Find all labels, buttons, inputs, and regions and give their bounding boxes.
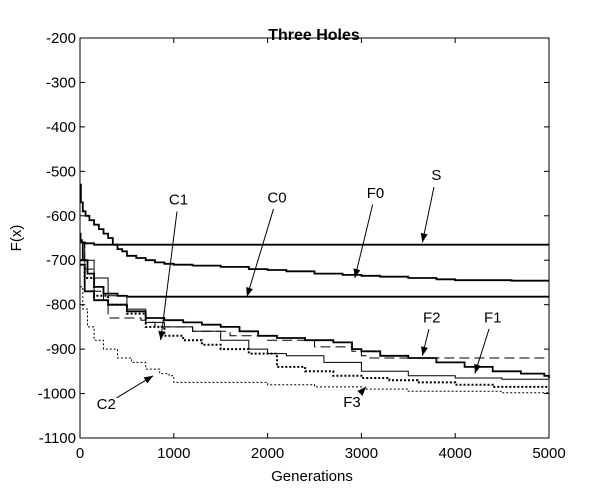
annotation-arrow-c1 bbox=[160, 211, 178, 341]
y-tick-label: -1100 bbox=[39, 430, 76, 447]
x-tick-label: 4000 bbox=[439, 445, 472, 462]
annotation-label-f3: F3 bbox=[343, 394, 361, 411]
annotation-label-c1: C1 bbox=[169, 192, 188, 209]
y-tick-label: -200 bbox=[46, 30, 76, 47]
annotation-label-f0: F0 bbox=[367, 185, 385, 202]
series-line-f3 bbox=[80, 259, 549, 388]
annotation-arrowhead-s bbox=[420, 232, 428, 243]
series-line-c1 bbox=[80, 241, 550, 381]
annotation-arrowhead-f1 bbox=[474, 363, 481, 374]
annotation-label-f2: F2 bbox=[423, 309, 441, 326]
y-tick-label: -700 bbox=[46, 252, 76, 269]
y-tick-label: -300 bbox=[46, 74, 76, 91]
annotation-label-f1: F1 bbox=[484, 309, 502, 326]
annotation-label-c0: C0 bbox=[267, 189, 286, 206]
y-tick-label: -800 bbox=[46, 297, 76, 314]
x-tick-label: 3000 bbox=[345, 445, 378, 462]
annotation-arrowhead-c2 bbox=[143, 375, 154, 384]
y-tick-label: -400 bbox=[46, 119, 76, 136]
annotation-arrow-f0 bbox=[354, 204, 374, 279]
annotation-arrowhead-f2 bbox=[421, 346, 428, 356]
y-tick-label: -500 bbox=[46, 163, 76, 180]
annotation-arrow-s bbox=[421, 186, 435, 243]
x-tick-label: 5000 bbox=[532, 445, 565, 462]
annotation-arrowhead-f0 bbox=[353, 268, 361, 278]
annotation-arrow-c0 bbox=[246, 208, 274, 297]
annotation-arrowhead-f3 bbox=[357, 386, 367, 396]
y-axis-ticks: -200 -300 -400 -500 -600 -700 -800 -900 -1000 -11… bbox=[38, 30, 549, 447]
y-tick-label: -1000 bbox=[38, 386, 76, 403]
x-axis-ticks: 0 1000 2000 3000 4000 5000 bbox=[76, 38, 566, 462]
annotation-label-c2: C2 bbox=[97, 396, 116, 413]
y-tick-label: -900 bbox=[46, 341, 76, 358]
x-tick-label: 0 bbox=[76, 445, 84, 462]
y-tick-label: -600 bbox=[46, 208, 76, 225]
x-tick-label: 2000 bbox=[251, 445, 284, 462]
annotation-label-s: S bbox=[431, 167, 441, 184]
x-tick-label: 1000 bbox=[157, 445, 190, 462]
annotation-arrowhead-c1 bbox=[158, 330, 166, 341]
y-axis-title: F(x) bbox=[8, 225, 25, 252]
annotation-layer: S F0 C0 C1 F2 F1 F3 C2 bbox=[97, 167, 502, 413]
x-axis-title: Generations bbox=[271, 468, 353, 485]
series-line-f0 bbox=[80, 183, 549, 282]
annotation-arrowhead-c0 bbox=[246, 287, 253, 297]
chart-title: Three Holes bbox=[268, 27, 360, 44]
